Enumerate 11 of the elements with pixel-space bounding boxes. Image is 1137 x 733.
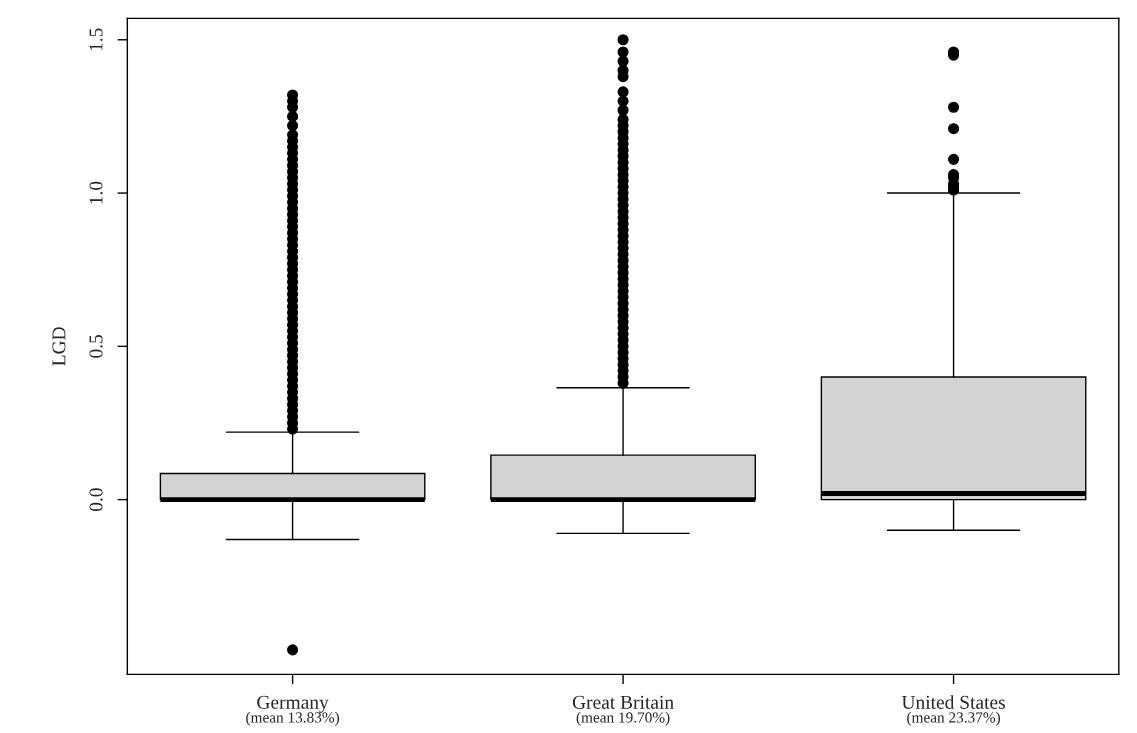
y-axis-title: LGD xyxy=(52,327,66,366)
text: (mean 19.70%) xyxy=(576,711,670,726)
text: (mean 23.37%) xyxy=(907,711,1000,726)
y-tick-label: 1.5 xyxy=(89,28,103,51)
text: (mean 13.83%) xyxy=(246,711,340,726)
y-tick-label: 0.5 xyxy=(89,334,103,358)
y-tick-label: 0.0 xyxy=(89,488,103,512)
y-tick-label: 1.0 xyxy=(89,181,103,204)
x-tick-label: United States xyxy=(901,695,1005,709)
x-tick-label: Great Britain xyxy=(572,695,674,709)
x-tick-label: Germany xyxy=(257,695,329,713)
